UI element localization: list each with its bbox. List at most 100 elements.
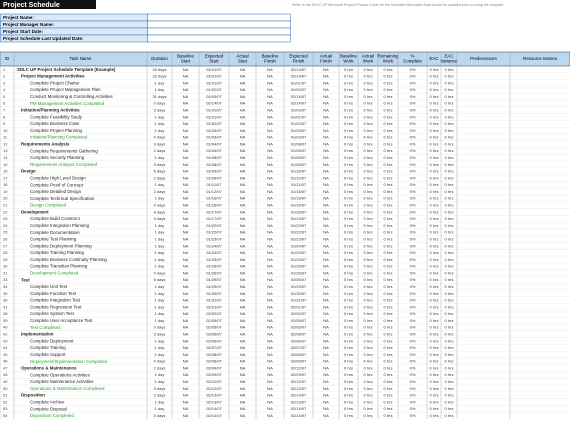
task-name: Design Completed (30, 203, 67, 208)
task-cell: NA (240, 264, 246, 269)
task-cell: 0 hrs (384, 318, 393, 323)
task-name: Test Completed (30, 325, 61, 330)
task-name: Complete Transition Planning (30, 264, 88, 269)
task-cell: NA (240, 74, 246, 79)
task-cell: NA (323, 406, 329, 411)
task-name: Deployment/Implementation Completed (30, 359, 108, 364)
task-cell: NA (183, 332, 189, 337)
info-label: Project Start Date: (3, 29, 44, 34)
task-cell: NA (323, 135, 329, 140)
task-cell: 0 hrs (364, 332, 373, 337)
task-cell: 0 hrs (445, 304, 454, 309)
task-cell: 0 hrs (430, 196, 439, 201)
task-cell: 1 day (155, 318, 165, 323)
task-id: 53 (3, 406, 8, 411)
task-cell: 0% (410, 311, 416, 316)
task-cell: 0 hrs (384, 352, 393, 357)
task-cell: NA (323, 311, 329, 316)
task-cell: 1 day (155, 230, 165, 235)
task-cell: 0% (410, 209, 416, 214)
task-cell: 0 hrs (445, 352, 454, 357)
column-header: Task Name (70, 56, 93, 61)
task-cell: 02/14/07 (291, 67, 307, 72)
task-cell: 0 hrs (364, 107, 373, 112)
task-cell: 02/07/07 (291, 345, 307, 350)
task-cell: 1 day (155, 406, 165, 411)
task-cell: 0 hrs (384, 121, 393, 126)
task-cell: 0 hrs (364, 148, 373, 153)
task-cell: NA (323, 182, 329, 187)
task-cell: 0 hrs (344, 203, 353, 208)
task-cell: 02/14/07 (291, 94, 307, 99)
task-cell: 01/22/07 (206, 223, 222, 228)
header-row (0, 51, 570, 67)
task-cell: 1 day (155, 338, 165, 343)
task-cell: NA (183, 338, 189, 343)
title-bar (0, 0, 96, 9)
task-cell: 0 hrs (364, 223, 373, 228)
task-cell: 0 hrs (445, 359, 454, 364)
task-cell: NA (323, 87, 329, 92)
task-cell: NA (240, 311, 246, 316)
task-cell: 0 hrs (445, 121, 454, 126)
task-cell: NA (240, 352, 246, 357)
task-name: Requirements Analysis Completed (30, 162, 98, 167)
task-name: Implementation (21, 332, 54, 337)
task-cell: NA (183, 67, 189, 72)
task-cell: 01/08/07 (206, 162, 222, 167)
task-cell: 0 hrs (384, 175, 393, 180)
task-cell: 0 days (154, 203, 166, 208)
task-cell: 6 days (154, 277, 166, 282)
task-cell: 0% (410, 257, 416, 262)
task-cell: 0 hrs (430, 107, 439, 112)
task-cell: 31 days (152, 94, 166, 99)
task-cell: NA (267, 223, 273, 228)
task-cell: 0 hrs (430, 169, 439, 174)
task-cell: NA (323, 101, 329, 106)
task-name: Development (21, 209, 49, 214)
task-cell: 0 hrs (344, 162, 353, 167)
task-cell: NA (267, 230, 273, 235)
task-name: Complete Test Planning (30, 237, 77, 242)
task-cell: 0 hrs (344, 67, 353, 72)
task-name: Complete Proof of Concept (30, 182, 84, 187)
task-cell: 0 hrs (344, 148, 353, 153)
task-name: Complete Project Management Plan (30, 87, 101, 92)
task-cell: NA (267, 189, 273, 194)
task-cell: 02/01/07 (206, 304, 222, 309)
column-header: Duration (151, 56, 168, 61)
task-cell: 6 days (154, 169, 166, 174)
task-cell: 02/14/07 (291, 393, 307, 398)
column-header: Resource Names (523, 56, 558, 61)
task-cell: NA (240, 399, 246, 404)
task-id: 48 (3, 372, 8, 377)
task-cell: 0 hrs (384, 386, 393, 391)
task-cell: 0% (410, 359, 416, 364)
task-cell: NA (183, 74, 189, 79)
info-value-cell (147, 27, 291, 36)
task-cell: 1 day (155, 236, 165, 241)
task-cell: NA (240, 386, 246, 391)
task-cell: NA (323, 257, 329, 262)
task-cell: 0 hrs (445, 365, 454, 370)
task-cell: 0% (410, 87, 416, 92)
task-cell: 01/09/07 (206, 175, 222, 180)
task-cell: 0% (410, 67, 416, 72)
task-cell: NA (267, 141, 273, 146)
task-cell: NA (183, 264, 189, 269)
task-cell: 01/11/07 (291, 182, 307, 187)
task-cell: 0 hrs (445, 169, 454, 174)
task-name: Complete Training Planning (30, 250, 84, 255)
task-cell: 0 hrs (430, 250, 439, 255)
task-cell: 0 hrs (430, 175, 439, 180)
task-cell: 0 hrs (364, 406, 373, 411)
column-header: EAC Variance (440, 54, 458, 64)
task-cell: 01/08/07 (206, 155, 222, 160)
task-cell: NA (323, 284, 329, 289)
task-cell: NA (240, 107, 246, 112)
task-cell: NA (267, 311, 273, 316)
task-cell: 0 hrs (384, 162, 393, 167)
task-cell: 0 hrs (344, 365, 353, 370)
task-cell: 0 hrs (364, 128, 373, 133)
task-cell: 0 hrs (344, 243, 353, 248)
